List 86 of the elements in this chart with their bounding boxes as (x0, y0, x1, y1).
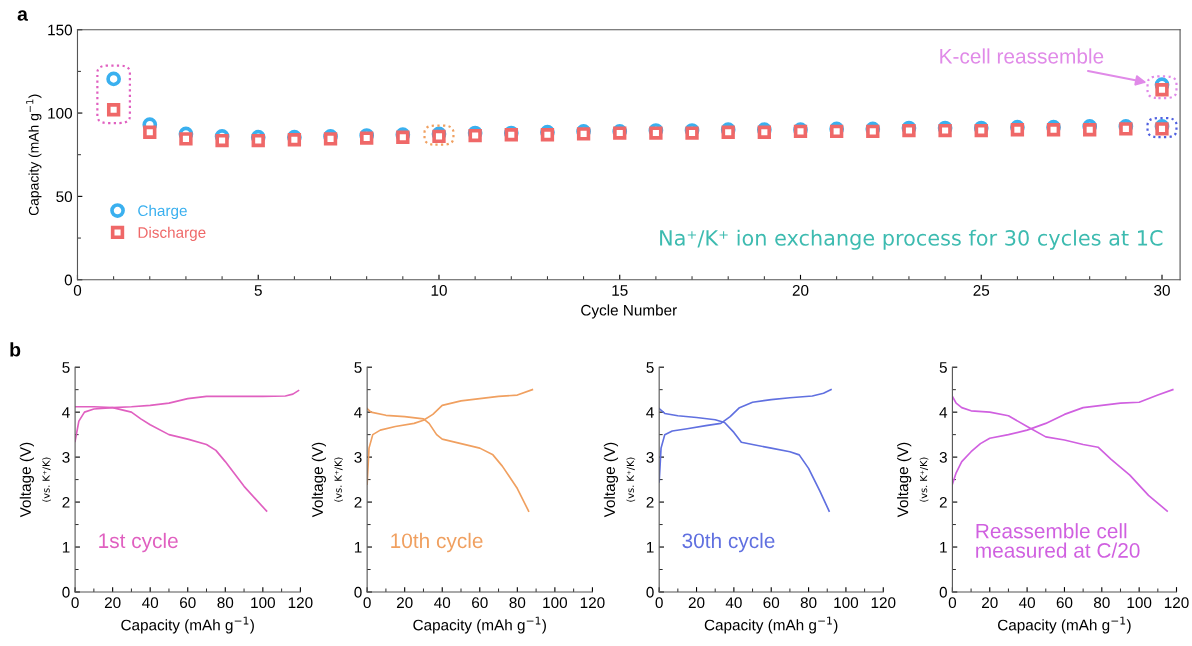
legend-label: Discharge (138, 226, 206, 241)
y-tick-label: 5 (354, 362, 362, 373)
x-tick-label: 60 (180, 597, 196, 609)
x-tick-label: 5 (254, 285, 262, 296)
x-tick-label: 100 (251, 597, 275, 609)
y-tick-label: 2 (62, 496, 70, 508)
y-tick-label: 3 (354, 451, 362, 463)
y-tick-label: 2 (646, 496, 654, 508)
x-tick-label: 60 (472, 597, 488, 609)
y-tick-label: 1 (354, 542, 362, 553)
x-tick-label: 20 (982, 597, 998, 609)
annotation: Reassemble cell measured at C/20 (976, 523, 1140, 558)
x-tick-label: 40 (725, 597, 742, 609)
x-tick-label: 0 (73, 284, 82, 296)
y-axis-title: Voltage (V) (311, 442, 326, 518)
x-tick-label: 0 (948, 597, 957, 609)
y-tick-label: 0 (646, 586, 654, 598)
y-axis-title: Voltage (V) (897, 442, 912, 518)
x-axis-title: Capacity (mAh g$^{−1}$) (704, 616, 838, 634)
x-tick-label: 100 (1127, 597, 1152, 609)
x-tick-label: 100 (543, 597, 568, 609)
y-tick-label: 1 (646, 542, 654, 553)
y-tick-label: 2 (939, 496, 947, 508)
x-tick-label: 20 (396, 597, 413, 609)
text: (vs. K⁺/K) (334, 457, 343, 502)
x-tick-label: 80 (217, 597, 234, 609)
y-tick-label: 0 (939, 586, 947, 598)
x-tick-label: 120 (1164, 597, 1189, 609)
x-axis-title: Capacity (mAh g$^{−1}$) (121, 616, 254, 634)
x-tick-label: 40 (1018, 597, 1036, 609)
text: b (10, 342, 21, 357)
x-tick-label: 100 (834, 597, 859, 609)
x-tick-label: 30 (1154, 284, 1170, 296)
x-axis-title: Cycle Number (581, 304, 677, 319)
y-tick-label: 5 (646, 362, 654, 373)
y-tick-label: 1 (62, 542, 70, 553)
x-tick-label: 20 (104, 597, 121, 609)
y-tick-label: 4 (62, 407, 70, 418)
annotation: K-cell reassemble (940, 48, 1104, 64)
y-tick-label: 0 (64, 274, 73, 286)
y-tick-label: 50 (56, 191, 73, 203)
text: a (17, 10, 28, 21)
annotation: 1st cycle (99, 532, 178, 553)
y-tick-label: 0 (62, 586, 70, 598)
x-tick-label: 120 (288, 597, 313, 609)
x-tick-label: 40 (142, 597, 159, 609)
legend-label: Charge (138, 204, 187, 220)
x-tick-label: 40 (434, 597, 451, 609)
x-axis-title: Capacity (mAh g$^{−1}$) (998, 616, 1131, 634)
y-tick-label: 100 (48, 107, 73, 119)
y-tick-label: 3 (939, 451, 947, 463)
y-tick-label: 150 (48, 24, 73, 36)
text: (vs. K⁺/K) (626, 457, 636, 502)
x-tick-label: 60 (763, 597, 780, 609)
x-tick-label: 10 (431, 284, 447, 296)
x-tick-label: 80 (1093, 597, 1110, 609)
x-axis-title: Capacity (mAh g$^{−1}$) (413, 616, 546, 634)
text: (vs. K⁺/K) (919, 457, 929, 502)
x-tick-label: 0 (655, 597, 663, 609)
y-tick-label: 4 (939, 407, 948, 418)
x-tick-label: 120 (871, 597, 896, 609)
annotation: 10th cycle (391, 532, 483, 553)
x-tick-label: 0 (363, 597, 371, 609)
x-tick-label: 15 (612, 285, 628, 296)
x-tick-label: 120 (580, 597, 605, 609)
y-tick-label: 4 (646, 407, 654, 418)
y-axis-title: Voltage (V) (603, 442, 619, 518)
y-tick-label: 3 (646, 451, 654, 463)
x-tick-label: 60 (1056, 597, 1073, 609)
x-tick-label: 20 (792, 284, 809, 296)
y-tick-label: 3 (62, 451, 70, 463)
y-tick-label: 1 (940, 542, 947, 553)
text: (vs. K⁺/K) (42, 457, 51, 502)
y-tick-label: 4 (354, 407, 362, 418)
y-axis-title: Voltage (V) (19, 442, 34, 518)
annotation: 30th cycle (682, 532, 775, 553)
x-tick-label: 80 (509, 597, 526, 609)
y-tick-label: 0 (354, 586, 362, 598)
x-tick-label: 25 (973, 284, 990, 296)
x-tick-label: 80 (800, 597, 817, 609)
y-axis-title: Capacity (mAh g$^{−1}$) (26, 94, 42, 216)
y-tick-label: 2 (354, 496, 362, 508)
x-tick-label: 20 (688, 597, 705, 609)
annotation: Na⁺/K⁺ ion exchange process for 30 cycles at 1C (660, 229, 1163, 250)
y-tick-label: 5 (939, 362, 947, 373)
y-tick-label: 5 (62, 362, 70, 373)
